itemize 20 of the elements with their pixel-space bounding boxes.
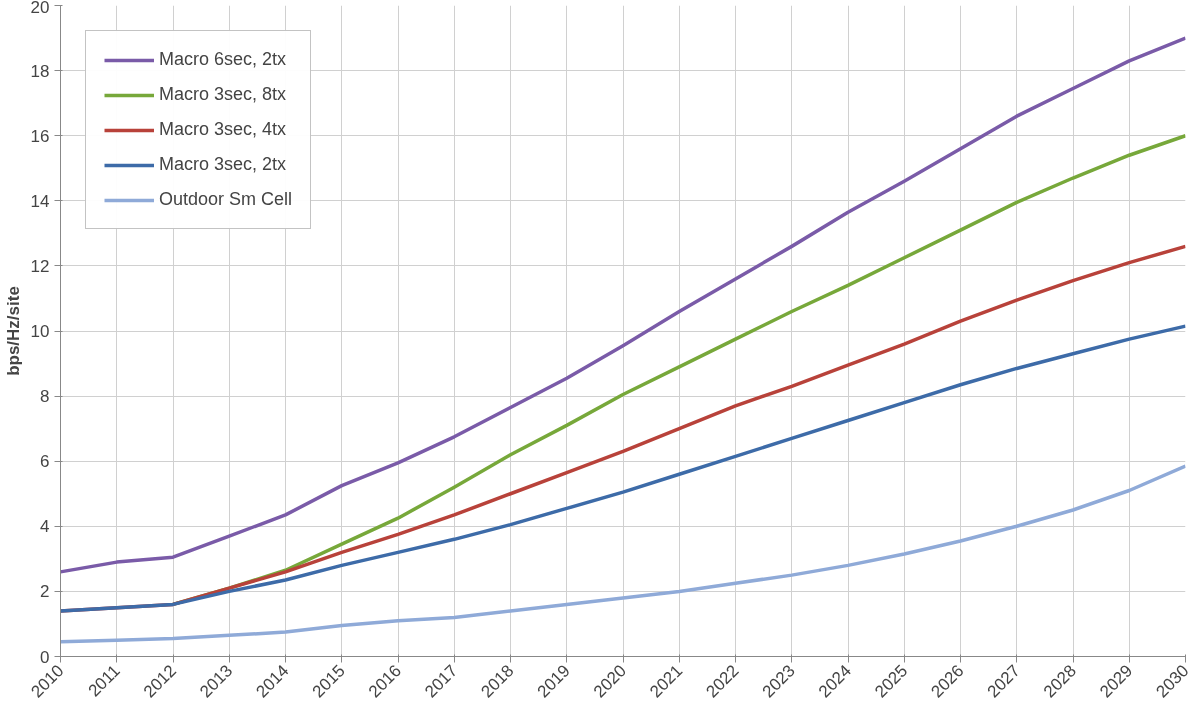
line-series [60,36,1186,574]
y-tick-label: 8 [40,387,50,407]
y-axis-title: bps/Hz/site [3,286,23,376]
y-tick-label: 18 [30,61,50,81]
y-tick-label: 10 [30,322,50,341]
y-tick-label: 14 [30,191,50,211]
y-tick-label: 6 [40,452,50,472]
y-tick-label: 20 [30,0,50,17]
legend-label: Macro 3sec, 8tx [159,84,287,105]
y-tick-label: 2 [40,582,50,602]
y-tick-label: 12 [30,256,50,276]
line-series [60,464,1186,644]
legend-label: Macro 3sec, 2tx [159,154,287,175]
y-tick-label: 0 [40,647,50,667]
line-series [60,324,1186,613]
y-tick-label: 16 [30,126,50,146]
legend-label: Macro 6sec, 2tx [159,49,287,70]
y-tick-label: 4 [40,517,50,537]
legend-label: Outdoor Sm Cell [159,189,293,210]
legend-label: Macro 3sec, 4tx [159,119,287,140]
